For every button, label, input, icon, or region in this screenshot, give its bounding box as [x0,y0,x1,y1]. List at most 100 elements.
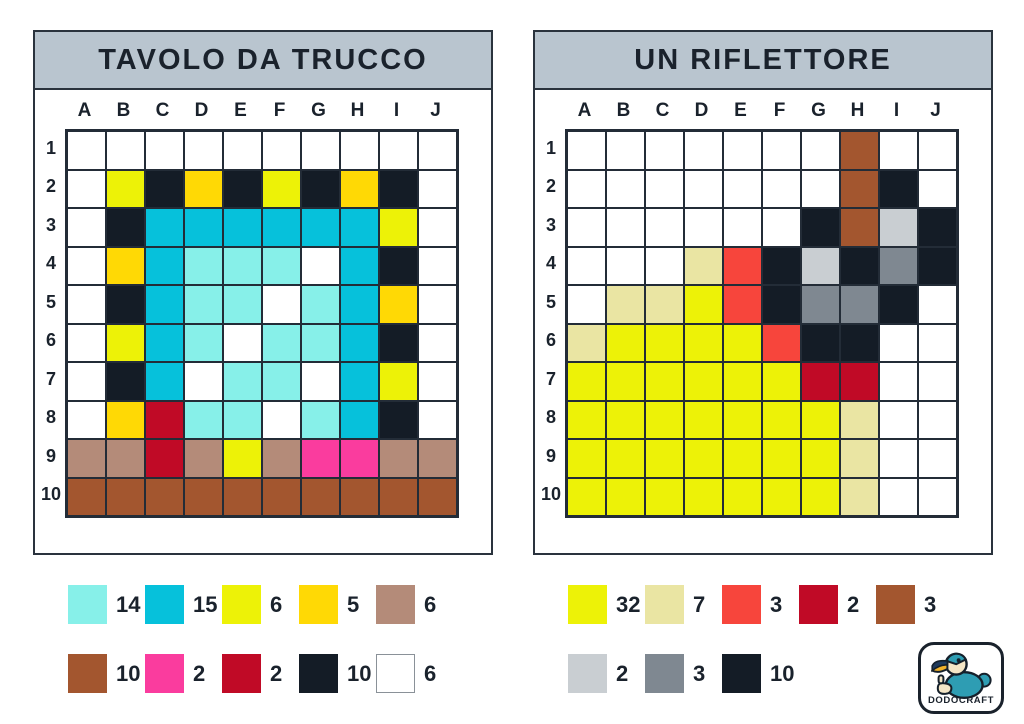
grid-cell-G3-black [801,208,840,247]
grid-cell-I3-yellow [379,208,418,247]
grid-cell-F10-yellow [762,477,801,516]
grid-cell-C4-cyan [145,246,184,285]
column-label-I: I [393,100,400,121]
legend-swatch-black [299,654,338,693]
legend-item-black: 10 [299,654,376,693]
grid-cell-A5-white [567,285,606,324]
grid-cell-G2-white [801,169,840,208]
grid-cell-H3-cyan [340,208,379,247]
grid-cell-I7-yellow [379,362,418,401]
grid-cell-D4-light-cyan [184,246,223,285]
column-label-F: F [273,100,286,121]
grid-cell-B6-yellow [106,323,145,362]
column-label-H: H [350,100,365,121]
column-label-G: G [811,100,826,121]
legend-un-riflettore: 32 7 3 2 3 2 3 10 [568,585,953,723]
grid-cell-J10-brown [418,477,457,516]
grid-cell-H9-cream [840,439,879,478]
column-label-H: H [850,100,865,121]
grid-cell-E4-red [723,246,762,285]
grid-cell-H1-white [340,131,379,170]
legend-swatch-light-cyan [68,585,107,624]
grid-cell-F6-red [762,323,801,362]
grid-cell-C6-cyan [145,323,184,362]
legend-swatch-yellow [222,585,261,624]
legend-count: 3 [924,591,937,617]
grid-cell-A8-white [67,400,106,439]
legend-item-dark-red: 2 [222,654,299,693]
grid-cell-G9-yellow [801,439,840,478]
column-label-I: I [893,100,900,121]
legend-item-yellow: 32 [568,585,645,624]
grid-cell-B6-yellow [606,323,645,362]
grid-cell-A3-white [567,208,606,247]
grid-cell-E6-yellow [723,323,762,362]
column-label-F: F [773,100,786,121]
grid-cell-B1-white [106,131,145,170]
grid-cell-C10-brown [145,477,184,516]
panel-title: UN RIFLETTORE [634,43,892,76]
column-labels: A B C D E F G H I J [565,96,955,126]
row-label-10: 10 [540,484,562,505]
grid-cell-A4-white [567,246,606,285]
grid-cell-G4-light-gray [801,246,840,285]
grid-cell-I10-brown [379,477,418,516]
grid-cell-D1-white [684,131,723,170]
grid-cell-A10-yellow [567,477,606,516]
column-label-D: D [194,100,209,121]
grid-cell-A8-yellow [567,400,606,439]
grid-cell-B2-yellow [106,169,145,208]
dodocraft-logo: DODOCRAFT [918,642,1004,714]
column-label-B: B [616,100,631,121]
row-label-8: 8 [45,407,56,428]
grid-cell-E3-cyan [223,208,262,247]
grid-cell-E1-white [723,131,762,170]
grid-cell-I6-white [879,323,918,362]
legend-item-gold: 5 [299,585,376,624]
column-label-C: C [155,100,170,121]
grid-cell-E2-black [223,169,262,208]
legend-count: 2 [270,660,283,686]
grid-cell-F9-yellow [762,439,801,478]
legend-swatch-gold [299,585,338,624]
legend-swatch-white [376,654,415,693]
legend-count: 3 [770,591,783,617]
grid-cell-G4-white [301,246,340,285]
grid-cell-C9-dark-red [145,439,184,478]
grid-cell-I4-black [379,246,418,285]
grid-cell-D1-white [184,131,223,170]
legend-item-gray: 3 [645,654,722,693]
legend-count: 15 [193,591,218,617]
legend-swatch-gray [645,654,684,693]
grid-cell-D10-brown [184,477,223,516]
grid-cell-H3-brown [840,208,879,247]
grid-cell-B9-yellow [606,439,645,478]
legend-swatch-cream [645,585,684,624]
column-label-B: B [116,100,131,121]
grid-cell-I2-black [879,169,918,208]
legend-item-red: 3 [722,585,799,624]
legend-item-brown: 10 [68,654,145,693]
legend-row: 2 3 10 [568,654,953,693]
grid-cell-E9-yellow [723,439,762,478]
grid-cell-H8-cream [840,400,879,439]
grid-cell-H6-black [840,323,879,362]
row-label-5: 5 [45,291,56,312]
grid-cell-H7-cyan [340,362,379,401]
grid-cell-F4-light-cyan [262,246,301,285]
row-label-10: 10 [40,484,62,505]
panel-header: TAVOLO DA TRUCCO [35,32,491,90]
grid-cell-B8-gold [106,400,145,439]
grid-cell-E1-white [223,131,262,170]
row-label-9: 9 [45,445,56,466]
row-label-1: 1 [545,137,556,158]
grid-cell-C9-yellow [645,439,684,478]
grid-cell-C8-dark-red [145,400,184,439]
grid-cell-F4-black [762,246,801,285]
grid-cell-I8-white [879,400,918,439]
legend-count: 6 [424,660,437,686]
row-label-1: 1 [45,137,56,158]
grid-cell-D7-yellow [684,362,723,401]
row-label-6: 6 [45,330,56,351]
grid-cell-I9-white [879,439,918,478]
